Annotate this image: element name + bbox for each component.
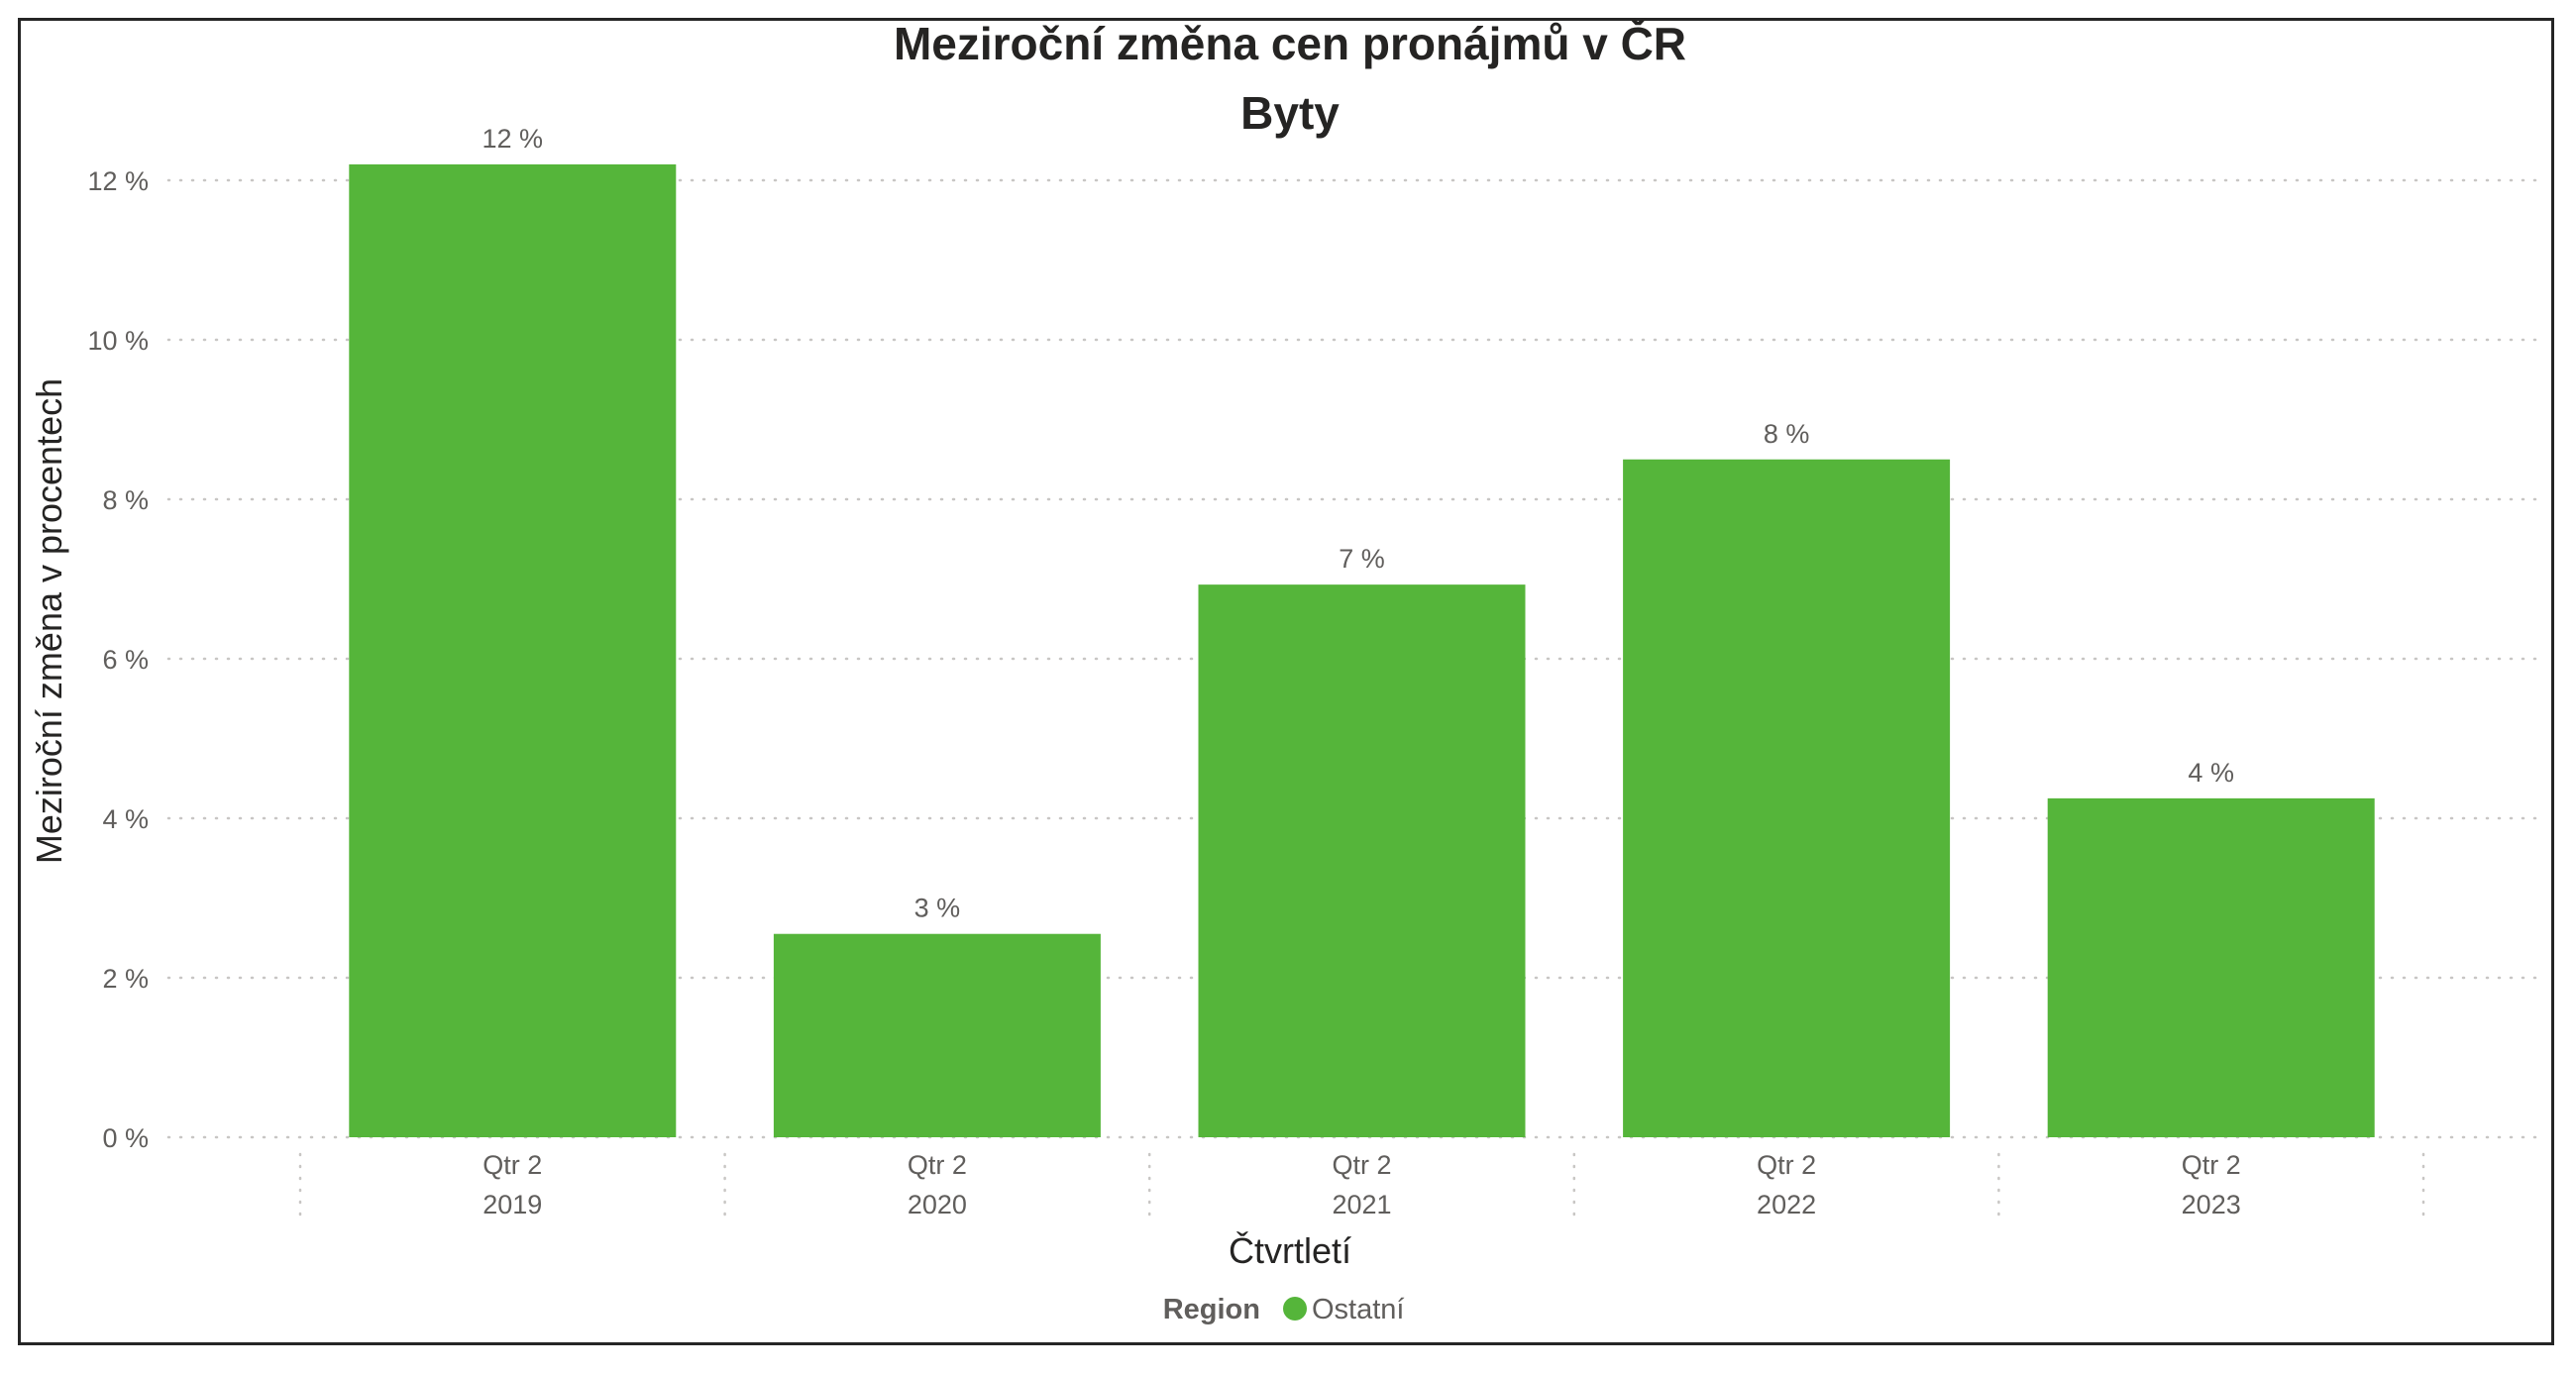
y-axis-title: Meziroční změna v procentech xyxy=(29,378,69,864)
x-tick-quarter: Qtr 2 xyxy=(1757,1150,1816,1180)
bar-2019[interactable] xyxy=(349,163,677,1137)
data-label-2021: 7 % xyxy=(1339,544,1385,574)
legend: Region Ostatní xyxy=(1163,1294,1405,1325)
y-tick-label: 2 % xyxy=(102,964,149,994)
y-tick-label: 6 % xyxy=(102,645,149,675)
x-axis-title: Čtvrtletí xyxy=(1229,1230,1351,1271)
legend-title: Region xyxy=(1163,1294,1260,1325)
y-axis-ticks: 0 % 2 % 4 % 6 % 8 % 10 % 12 % xyxy=(87,166,149,1153)
bar-2023[interactable] xyxy=(2047,797,2375,1137)
data-labels: 12 % 3 % 7 % 8 % 4 % xyxy=(483,124,2234,923)
y-tick-label: 8 % xyxy=(102,485,149,515)
data-label-2019: 12 % xyxy=(483,124,544,154)
chart-subtitle: Byty xyxy=(1240,87,1340,139)
x-axis-ticks: Qtr 2 2019 Qtr 2 2020 Qtr 2 2021 Qtr 2 2022 Qtr … xyxy=(483,1150,2240,1219)
data-label-2022: 8 % xyxy=(1764,419,1810,449)
data-label-2020: 3 % xyxy=(914,894,961,923)
x-category-separators xyxy=(298,1152,2425,1225)
y-tick-label: 12 % xyxy=(87,166,149,196)
legend-marker-ostatni xyxy=(1283,1297,1307,1321)
chart-title: Meziroční změna cen pronájmů v ČR xyxy=(894,18,1686,69)
data-label-2023: 4 % xyxy=(2188,758,2234,788)
x-tick-year: 2023 xyxy=(2182,1190,2241,1219)
x-tick-quarter: Qtr 2 xyxy=(908,1150,967,1180)
legend-label-ostatni: Ostatní xyxy=(1312,1294,1405,1325)
x-tick-quarter: Qtr 2 xyxy=(2182,1150,2241,1180)
bar-2022[interactable] xyxy=(1623,459,1951,1137)
x-tick-quarter: Qtr 2 xyxy=(1332,1150,1391,1180)
bar-2021[interactable] xyxy=(1198,584,1526,1137)
y-tick-label: 4 % xyxy=(102,804,149,834)
x-tick-year: 2022 xyxy=(1757,1190,1816,1219)
y-tick-label: 10 % xyxy=(87,326,149,356)
x-tick-year: 2020 xyxy=(908,1190,967,1219)
x-tick-quarter: Qtr 2 xyxy=(483,1150,542,1180)
x-tick-year: 2021 xyxy=(1332,1190,1391,1219)
y-tick-label: 0 % xyxy=(102,1123,149,1153)
x-tick-year: 2019 xyxy=(483,1190,542,1219)
bars xyxy=(349,163,2375,1137)
bar-2020[interactable] xyxy=(773,933,1101,1137)
